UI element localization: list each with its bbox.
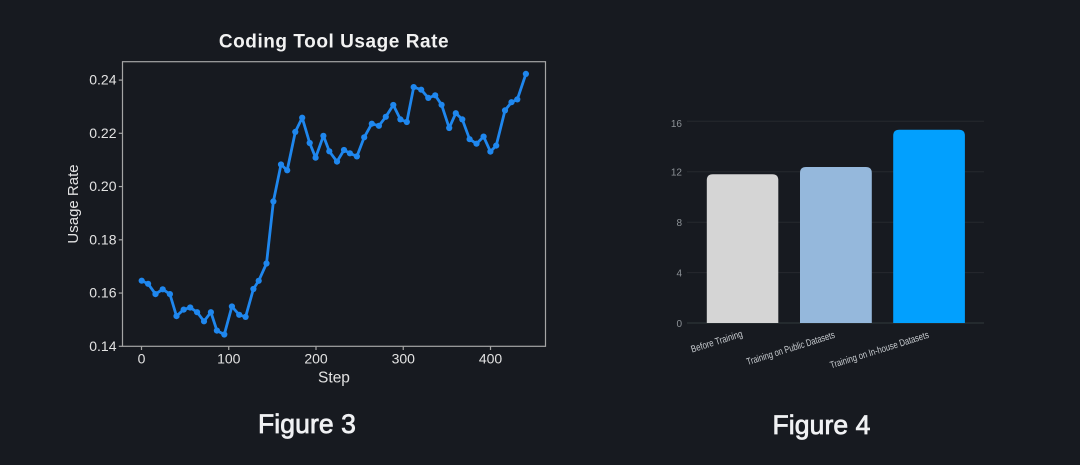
svg-text:4: 4 bbox=[676, 268, 682, 279]
svg-text:Figure 3: Figure 3 bbox=[258, 409, 356, 439]
svg-text:16: 16 bbox=[671, 119, 683, 130]
svg-text:0.18: 0.18 bbox=[89, 231, 116, 247]
svg-text:200: 200 bbox=[304, 351, 328, 367]
svg-text:400: 400 bbox=[479, 351, 503, 367]
svg-text:100: 100 bbox=[217, 351, 241, 367]
svg-text:0.20: 0.20 bbox=[89, 178, 116, 194]
svg-text:0: 0 bbox=[138, 351, 146, 367]
svg-text:300: 300 bbox=[392, 351, 416, 367]
svg-text:0: 0 bbox=[676, 319, 682, 330]
svg-text:0.14: 0.14 bbox=[89, 338, 116, 354]
svg-text:12: 12 bbox=[671, 168, 683, 179]
svg-text:Usage Rate: Usage Rate bbox=[65, 164, 82, 243]
svg-text:0.16: 0.16 bbox=[89, 285, 116, 301]
svg-text:Coding Tool Usage Rate: Coding Tool Usage Rate bbox=[219, 32, 449, 53]
svg-text:Figure 4: Figure 4 bbox=[773, 410, 871, 440]
svg-text:0.22: 0.22 bbox=[89, 125, 116, 141]
svg-text:8: 8 bbox=[676, 218, 682, 229]
svg-text:Step: Step bbox=[318, 370, 350, 387]
svg-text:0.24: 0.24 bbox=[89, 72, 116, 88]
